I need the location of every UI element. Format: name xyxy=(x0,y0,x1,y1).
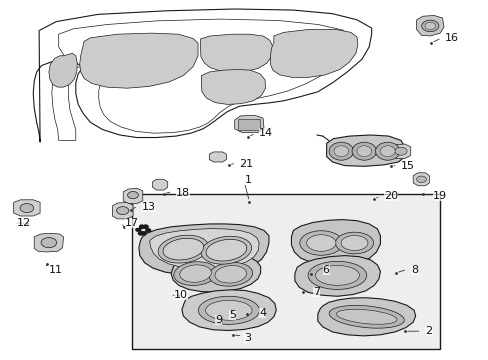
Polygon shape xyxy=(34,233,63,252)
Circle shape xyxy=(145,228,151,233)
Ellipse shape xyxy=(336,309,396,324)
Text: 1: 1 xyxy=(244,175,251,185)
Ellipse shape xyxy=(340,235,367,251)
Ellipse shape xyxy=(416,176,426,183)
Polygon shape xyxy=(49,53,77,87)
Circle shape xyxy=(356,146,371,157)
Text: 14: 14 xyxy=(259,128,273,138)
Polygon shape xyxy=(201,69,265,104)
Text: 2: 2 xyxy=(425,326,432,336)
Polygon shape xyxy=(270,30,357,77)
Text: 10: 10 xyxy=(173,290,187,300)
Polygon shape xyxy=(200,34,272,72)
Ellipse shape xyxy=(421,20,438,32)
Ellipse shape xyxy=(307,261,366,289)
Polygon shape xyxy=(80,33,198,88)
Polygon shape xyxy=(412,173,428,186)
Text: 13: 13 xyxy=(142,202,156,212)
Text: 4: 4 xyxy=(259,308,266,318)
Circle shape xyxy=(375,142,399,160)
Ellipse shape xyxy=(215,266,246,283)
Bar xyxy=(237,119,260,130)
Polygon shape xyxy=(390,144,410,158)
Polygon shape xyxy=(182,290,276,330)
Ellipse shape xyxy=(335,232,373,254)
Text: 9: 9 xyxy=(215,315,222,325)
Ellipse shape xyxy=(299,231,342,255)
Ellipse shape xyxy=(306,235,335,251)
Circle shape xyxy=(139,225,144,229)
Polygon shape xyxy=(294,256,380,296)
Text: 12: 12 xyxy=(17,218,31,228)
Text: 7: 7 xyxy=(312,287,320,297)
Ellipse shape xyxy=(163,238,203,260)
Polygon shape xyxy=(139,224,268,275)
Ellipse shape xyxy=(315,266,359,285)
Text: 17: 17 xyxy=(124,218,139,228)
Text: 20: 20 xyxy=(383,191,397,201)
Text: 19: 19 xyxy=(432,191,446,201)
Circle shape xyxy=(141,231,146,235)
Polygon shape xyxy=(14,200,40,216)
Circle shape xyxy=(380,146,394,157)
Polygon shape xyxy=(317,298,415,336)
Ellipse shape xyxy=(205,239,246,261)
Polygon shape xyxy=(209,152,226,162)
Polygon shape xyxy=(112,202,133,219)
Ellipse shape xyxy=(158,235,208,263)
Ellipse shape xyxy=(394,147,406,155)
Polygon shape xyxy=(416,15,443,36)
Text: 21: 21 xyxy=(239,159,253,169)
Polygon shape xyxy=(234,115,264,132)
Circle shape xyxy=(142,225,148,229)
Ellipse shape xyxy=(20,204,34,212)
Ellipse shape xyxy=(201,236,251,264)
Text: 16: 16 xyxy=(444,33,458,43)
Ellipse shape xyxy=(41,238,57,248)
Text: 8: 8 xyxy=(410,265,417,275)
Text: 18: 18 xyxy=(176,188,190,198)
Circle shape xyxy=(135,228,141,232)
Ellipse shape xyxy=(127,192,138,199)
Text: 15: 15 xyxy=(400,161,414,171)
Ellipse shape xyxy=(208,262,252,286)
Circle shape xyxy=(328,142,353,160)
Polygon shape xyxy=(291,220,380,265)
Text: 3: 3 xyxy=(244,333,251,343)
Ellipse shape xyxy=(180,265,211,282)
Ellipse shape xyxy=(173,262,217,285)
Polygon shape xyxy=(326,135,404,166)
Text: 5: 5 xyxy=(228,310,235,320)
Polygon shape xyxy=(149,229,259,269)
Ellipse shape xyxy=(328,305,404,328)
Circle shape xyxy=(333,146,348,157)
Ellipse shape xyxy=(198,296,259,324)
Polygon shape xyxy=(171,253,260,292)
Text: 11: 11 xyxy=(49,265,63,275)
Ellipse shape xyxy=(424,22,435,30)
Circle shape xyxy=(138,231,143,235)
Ellipse shape xyxy=(117,207,129,215)
Ellipse shape xyxy=(205,300,252,320)
Polygon shape xyxy=(152,179,167,190)
Circle shape xyxy=(351,142,376,160)
Bar xyxy=(132,194,439,349)
Text: 6: 6 xyxy=(322,265,329,275)
Polygon shape xyxy=(123,188,142,203)
